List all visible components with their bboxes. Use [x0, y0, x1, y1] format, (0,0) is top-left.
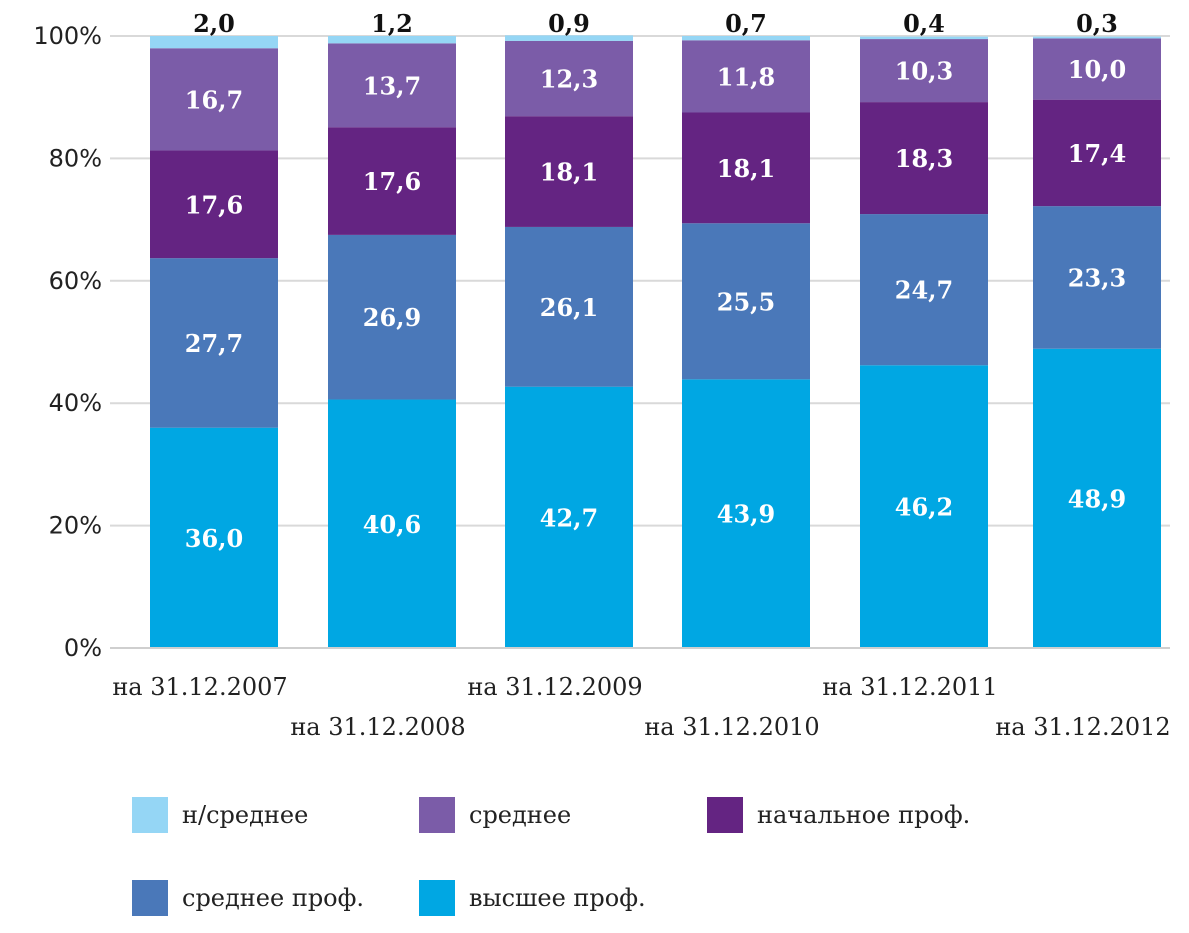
bar-segment: [328, 234, 456, 400]
bar-segment: [860, 102, 988, 215]
data-label: 18,1: [717, 154, 775, 183]
y-tick-label: 20%: [49, 512, 102, 540]
data-label: 0,7: [725, 9, 767, 38]
bar-segment: [1033, 348, 1161, 648]
data-label: 18,1: [540, 158, 598, 187]
data-label: 17,4: [1068, 139, 1126, 168]
bar-segment: [682, 36, 810, 41]
data-label: 40,6: [363, 510, 421, 539]
bar-segment: [682, 379, 810, 648]
data-label: 23,3: [1068, 263, 1126, 292]
x-category-label: на 31.12.2007: [112, 673, 287, 701]
data-label: 26,9: [363, 303, 421, 332]
x-category-label: на 31.12.2010: [644, 713, 819, 741]
bar-segment: [682, 112, 810, 224]
data-label: 26,1: [540, 293, 598, 322]
data-label: 2,0: [193, 9, 235, 38]
data-label: 0,3: [1076, 9, 1118, 38]
bar-segment: [328, 36, 456, 44]
data-label: 1,2: [371, 9, 413, 38]
data-label: 27,7: [185, 329, 243, 358]
bar-segment: [505, 386, 633, 648]
bar-segment: [505, 35, 633, 41]
bar-segment: [505, 226, 633, 387]
bar-segment: [150, 258, 278, 428]
bar-segment: [860, 36, 988, 40]
data-label: 43,9: [717, 500, 775, 529]
bar-segment: [328, 399, 456, 648]
x-category-label: на 31.12.2009: [467, 673, 642, 701]
data-label: 10,3: [895, 57, 953, 86]
data-label: 16,7: [185, 85, 243, 114]
x-category-label: на 31.12.2008: [290, 713, 465, 741]
bar-segment: [505, 116, 633, 227]
data-label: 46,2: [895, 493, 953, 522]
bar-segment: [328, 43, 456, 128]
y-tick-label: 40%: [49, 389, 102, 417]
bar-segment: [860, 214, 988, 366]
bar-segment: [150, 36, 278, 49]
data-label: 11,8: [717, 62, 775, 91]
bar-segment: [328, 127, 456, 235]
data-label: 17,6: [363, 167, 421, 196]
bar-segment: [682, 223, 810, 380]
data-label: 24,7: [895, 276, 953, 305]
bar-segment: [1033, 36, 1161, 39]
data-label: 18,3: [895, 144, 953, 173]
data-label: 17,6: [185, 190, 243, 219]
y-tick-label: 60%: [49, 267, 102, 295]
data-label: 42,7: [540, 503, 598, 532]
bar-segment: [1033, 38, 1161, 100]
y-tick-label: 100%: [33, 22, 102, 50]
bar-segment: [860, 39, 988, 103]
data-label: 48,9: [1068, 484, 1126, 513]
data-label: 0,4: [903, 9, 945, 38]
data-label: 0,9: [548, 9, 590, 38]
x-category-label: на 31.12.2011: [822, 673, 997, 701]
data-label: 12,3: [540, 65, 598, 94]
bar-segment: [150, 427, 278, 648]
bar-segment: [505, 40, 633, 117]
bar-segment: [682, 40, 810, 113]
bar-segment: [150, 48, 278, 151]
bar-segment: [1033, 99, 1161, 207]
y-tick-label: 80%: [49, 144, 102, 172]
y-tick-label: 0%: [64, 634, 102, 662]
data-label: 25,5: [717, 287, 775, 316]
bar-segment: [1033, 206, 1161, 349]
data-label: 10,0: [1068, 55, 1126, 84]
data-label: 36,0: [185, 524, 243, 553]
x-category-label: на 31.12.2012: [995, 713, 1170, 741]
bar-segment: [860, 365, 988, 648]
data-label: 13,7: [363, 71, 421, 100]
bar-segment: [150, 150, 278, 259]
